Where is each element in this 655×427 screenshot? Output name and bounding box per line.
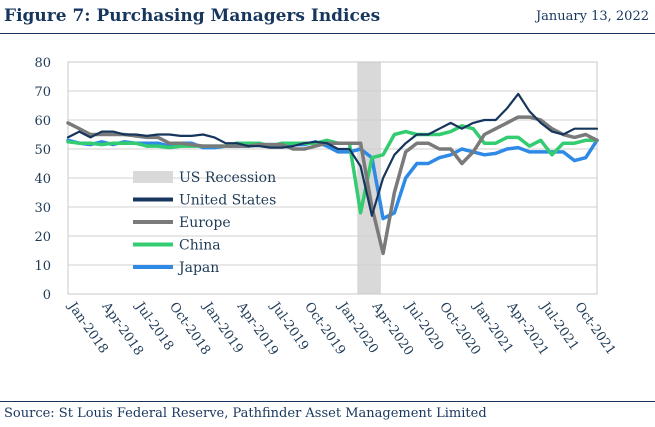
figure-title: Figure 7: Purchasing Managers Indices [4, 6, 381, 26]
y-tick-label: 30 [34, 201, 51, 216]
legend-label: Japan [177, 260, 219, 276]
y-tick-label: 40 [34, 172, 51, 187]
legend-label: United States [179, 193, 276, 209]
legend-label: China [179, 238, 221, 254]
series-line-europe [66, 115, 599, 256]
pmi-line-chart: 01020304050607080Jan-2018Apr-2018Jul-201… [34, 56, 618, 359]
header-divider [0, 33, 655, 34]
legend-label: US Recession [179, 170, 276, 186]
source-note: Source: St Louis Federal Reserve, Pathfi… [4, 406, 487, 421]
legend-swatch-recession [133, 171, 173, 183]
y-tick-label: 50 [34, 143, 51, 158]
figure-date: January 13, 2022 [535, 9, 649, 24]
footer-divider [0, 401, 655, 402]
y-tick-label: 0 [43, 288, 51, 303]
legend-label: Europe [179, 215, 231, 231]
y-tick-label: 80 [34, 56, 51, 71]
y-tick-label: 60 [34, 114, 51, 129]
x-tick-label: Oct-2021 [571, 300, 618, 358]
y-tick-label: 70 [34, 85, 51, 100]
series-line-united-states [66, 92, 599, 217]
y-tick-label: 10 [34, 259, 51, 274]
series-line-japan [66, 138, 599, 221]
plot-area [67, 61, 598, 295]
y-tick-label: 20 [34, 230, 51, 245]
